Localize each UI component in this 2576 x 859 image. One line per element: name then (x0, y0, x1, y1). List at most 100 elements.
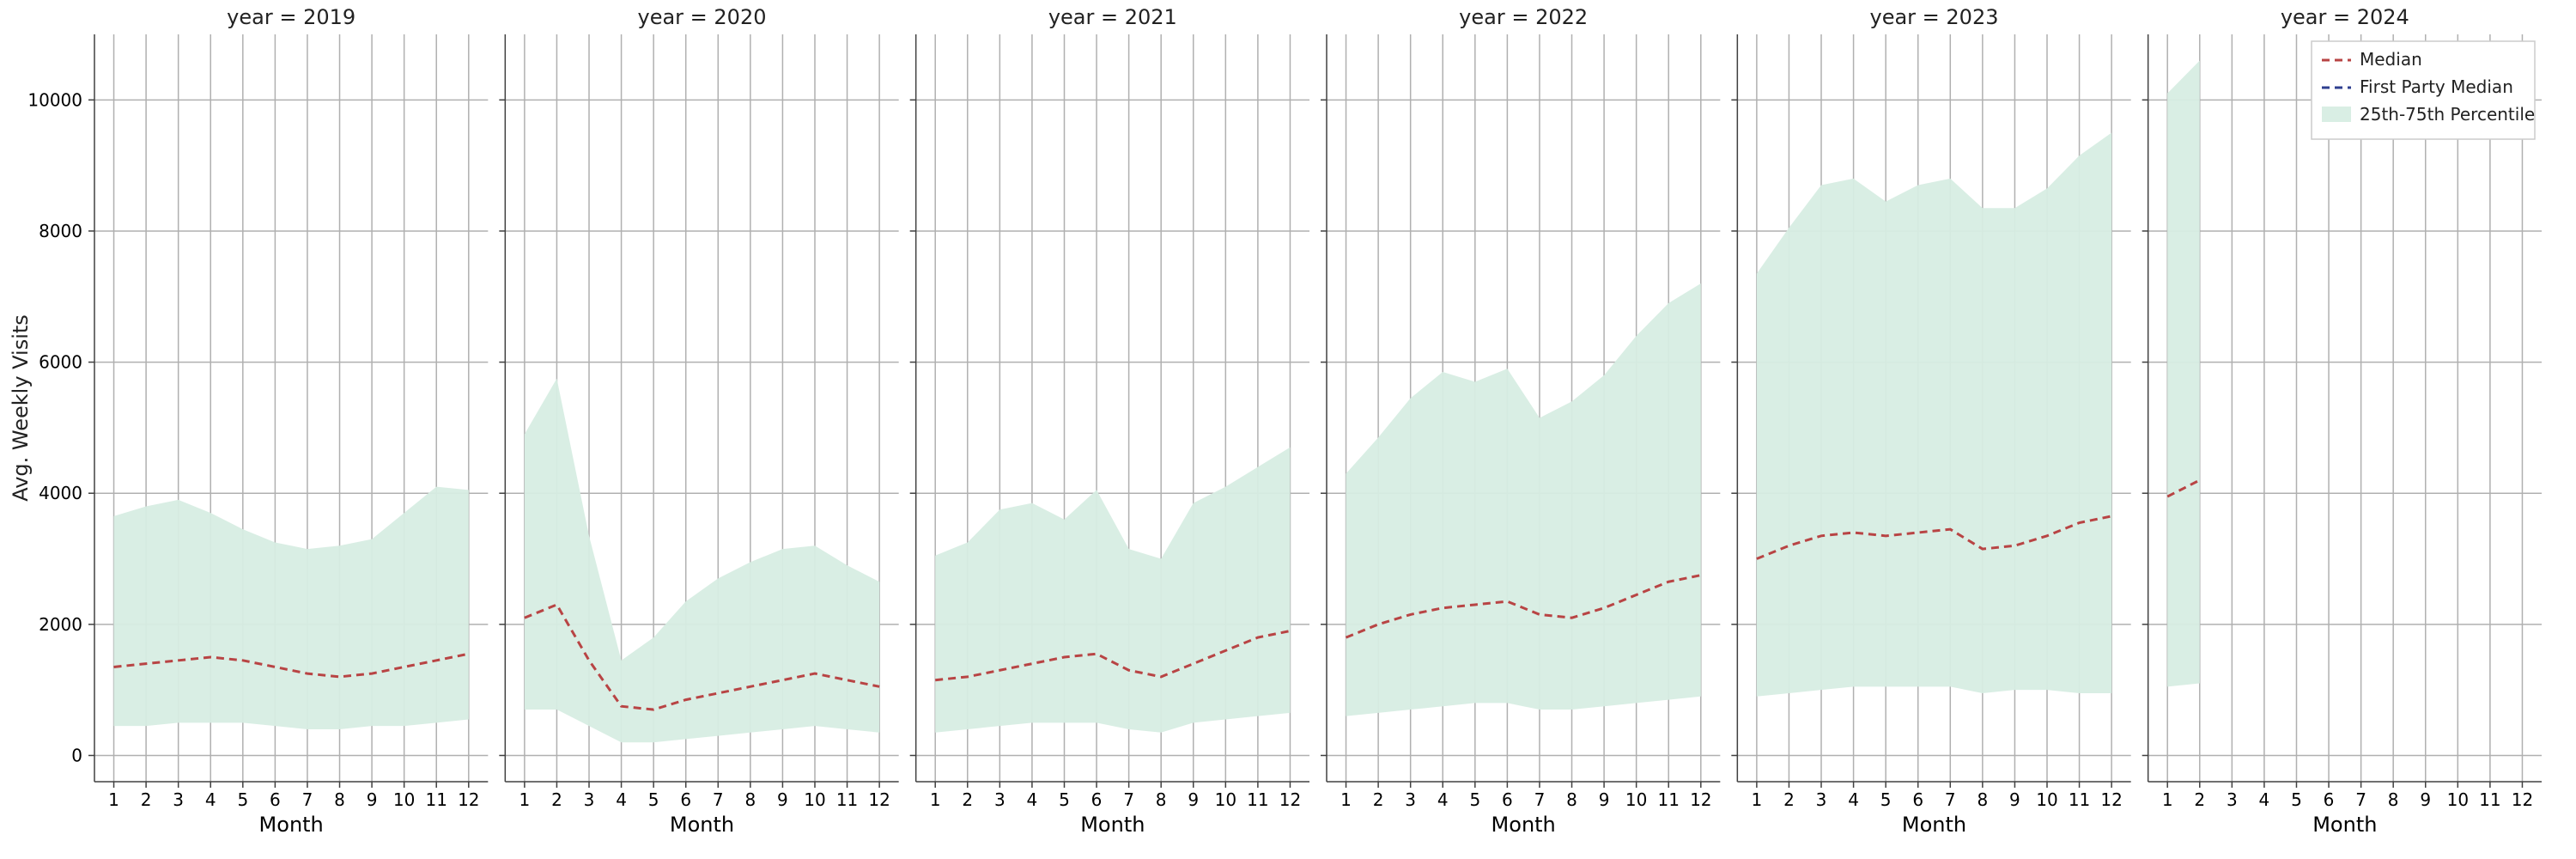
panel: 123456789101112Monthyear = 2020 (499, 5, 898, 837)
x-tick-label: 7 (302, 789, 313, 810)
facet-chart: Avg. Weekly Visits1234567891011120200040… (0, 0, 2576, 859)
x-tick-label: 3 (994, 789, 1005, 810)
x-axis-label: Month (670, 813, 734, 837)
x-tick-label: 8 (2388, 789, 2399, 810)
y-tick-label: 0 (71, 745, 82, 765)
x-tick-label: 6 (1912, 789, 1923, 810)
x-tick-label: 4 (1027, 789, 1038, 810)
x-tick-label: 7 (1123, 789, 1134, 810)
x-tick-label: 9 (2420, 789, 2431, 810)
x-tick-label: 6 (1502, 789, 1513, 810)
x-tick-label: 11 (836, 789, 858, 810)
y-tick-label: 8000 (39, 221, 82, 241)
x-tick-label: 5 (1880, 789, 1892, 810)
x-tick-label: 1 (1340, 789, 1352, 810)
x-tick-label: 5 (237, 789, 248, 810)
x-tick-label: 3 (2227, 789, 2238, 810)
x-tick-label: 2 (962, 789, 973, 810)
x-tick-label: 8 (1156, 789, 1167, 810)
x-tick-label: 8 (1566, 789, 1577, 810)
x-tick-label: 7 (2355, 789, 2366, 810)
x-tick-label: 5 (1469, 789, 1480, 810)
x-axis-label: Month (2312, 813, 2377, 837)
panel: 1234567891011120200040006000800010000Mon… (27, 5, 488, 837)
x-axis-label: Month (259, 813, 324, 837)
x-tick-label: 1 (2162, 789, 2173, 810)
x-tick-label: 8 (1977, 789, 1988, 810)
x-tick-label: 7 (713, 789, 724, 810)
x-tick-label: 10 (804, 789, 825, 810)
panel-title: year = 2020 (638, 5, 767, 29)
x-tick-label: 10 (2036, 789, 2057, 810)
x-tick-label: 4 (205, 789, 216, 810)
panel: 123456789101112Monthyear = 2023 (1731, 5, 2130, 837)
x-tick-label: 1 (108, 789, 119, 810)
x-tick-label: 6 (680, 789, 691, 810)
x-axis-label: Month (1080, 813, 1145, 837)
legend-label: First Party Median (2360, 76, 2513, 97)
x-tick-label: 12 (2100, 789, 2122, 810)
x-tick-label: 2 (1783, 789, 1795, 810)
x-tick-label: 9 (1599, 789, 1610, 810)
panel-title: year = 2021 (1048, 5, 1177, 29)
x-tick-label: 3 (1405, 789, 1416, 810)
x-tick-label: 6 (2324, 789, 2335, 810)
y-tick-label: 10000 (27, 89, 82, 110)
x-tick-label: 10 (1215, 789, 1236, 810)
x-tick-label: 10 (1625, 789, 1647, 810)
panel-title: year = 2024 (2281, 5, 2409, 29)
x-tick-label: 9 (1188, 789, 1199, 810)
x-tick-label: 2 (551, 789, 562, 810)
x-tick-label: 3 (584, 789, 595, 810)
x-tick-label: 9 (777, 789, 788, 810)
panel-title: year = 2022 (1459, 5, 1588, 29)
x-tick-label: 7 (1534, 789, 1546, 810)
x-tick-label: 7 (1945, 789, 1956, 810)
x-tick-label: 10 (393, 789, 415, 810)
panel-title: year = 2019 (227, 5, 355, 29)
x-tick-label: 1 (519, 789, 531, 810)
x-tick-label: 4 (1437, 789, 1449, 810)
panel: 123456789101112Monthyear = 2021 (910, 5, 1309, 837)
x-tick-label: 4 (1848, 789, 1859, 810)
x-tick-label: 1 (1752, 789, 1763, 810)
x-tick-label: 11 (1657, 789, 1679, 810)
y-tick-label: 4000 (39, 483, 82, 503)
x-tick-label: 4 (616, 789, 627, 810)
x-tick-label: 8 (744, 789, 756, 810)
x-tick-label: 11 (2479, 789, 2500, 810)
x-tick-label: 5 (648, 789, 659, 810)
x-tick-label: 2 (141, 789, 152, 810)
x-tick-label: 11 (2069, 789, 2090, 810)
panel: 123456789101112Monthyear = 2022 (1321, 5, 1720, 837)
x-axis-label: Month (1902, 813, 1966, 837)
x-axis-label: Month (1492, 813, 1556, 837)
legend-label: Median (2360, 49, 2422, 70)
x-tick-label: 1 (930, 789, 941, 810)
x-tick-label: 6 (270, 789, 281, 810)
x-tick-label: 9 (367, 789, 378, 810)
x-tick-label: 5 (2291, 789, 2302, 810)
legend-label: 25th-75th Percentile (2360, 104, 2535, 125)
x-tick-label: 2 (2194, 789, 2205, 810)
x-tick-label: 3 (1816, 789, 1827, 810)
x-tick-label: 12 (1279, 789, 1301, 810)
x-tick-label: 12 (868, 789, 890, 810)
x-tick-label: 11 (1247, 789, 1268, 810)
x-tick-label: 2 (1373, 789, 1384, 810)
percentile-band (1757, 132, 2111, 696)
x-tick-label: 12 (2512, 789, 2533, 810)
x-tick-label: 11 (425, 789, 447, 810)
x-tick-label: 5 (1059, 789, 1070, 810)
x-tick-label: 12 (458, 789, 479, 810)
x-tick-label: 9 (2009, 789, 2020, 810)
y-axis-label: Avg. Weekly Visits (9, 314, 33, 502)
panel-title: year = 2023 (1870, 5, 1999, 29)
x-tick-label: 6 (1091, 789, 1103, 810)
percentile-band (2167, 61, 2200, 687)
x-tick-label: 3 (173, 789, 184, 810)
x-tick-label: 10 (2447, 789, 2469, 810)
x-tick-label: 12 (1690, 789, 1711, 810)
x-tick-label: 4 (2259, 789, 2270, 810)
x-tick-label: 8 (334, 789, 345, 810)
